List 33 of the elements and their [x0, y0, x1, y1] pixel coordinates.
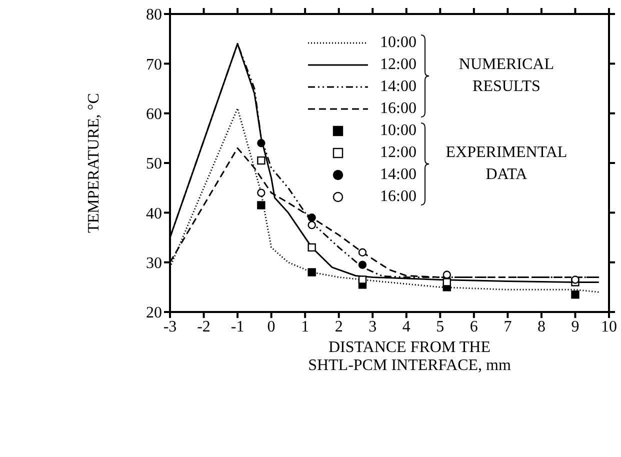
y-tick-label: 70 — [146, 56, 162, 74]
x-tick-label: 0 — [267, 318, 276, 336]
x-axis-title: DISTANCE FROM THE SHTL-PCM INTERFACE, mm — [308, 339, 512, 374]
x-tick-label: 10 — [601, 318, 617, 336]
y-tick-label: 30 — [146, 255, 162, 272]
y-tick-label: 60 — [146, 106, 162, 124]
legend-label: 14:00 — [380, 78, 416, 96]
x-tick-label: 2 — [334, 318, 343, 336]
x-tick-label: 1 — [301, 318, 310, 336]
x-tick-label: 6 — [470, 318, 478, 336]
annotation: EXPERIMENTAL DATA — [444, 143, 568, 185]
legend-label: 10:00 — [380, 122, 416, 140]
legend-label: 16:00 — [380, 100, 416, 118]
x-tick-label: -3 — [163, 318, 177, 336]
x-tick-label: 7 — [504, 318, 512, 336]
legend-label: 16:00 — [380, 188, 416, 206]
y-tick-label: 80 — [146, 6, 162, 24]
x-tick-label: 5 — [436, 318, 444, 336]
legend-label: 14:00 — [380, 166, 416, 184]
y-tick-label: 20 — [146, 304, 162, 322]
annotation: NUMERICAL RESULTS — [458, 55, 555, 97]
y-tick-label: 50 — [146, 156, 162, 173]
legend-label: 10:00 — [380, 34, 416, 52]
x-tick-label: -2 — [197, 318, 210, 336]
legend-label: 12:00 — [380, 56, 416, 74]
legend-label: 12:00 — [380, 144, 416, 162]
y-axis-title: TEMPERATURE, °C — [86, 93, 103, 233]
x-tick-label: 8 — [537, 318, 546, 336]
x-tick-label: -1 — [230, 318, 244, 336]
x-tick-label: 3 — [368, 318, 377, 336]
y-tick-label: 40 — [146, 205, 162, 222]
x-tick-label: 9 — [571, 318, 580, 336]
x-tick-label: 4 — [402, 318, 410, 336]
